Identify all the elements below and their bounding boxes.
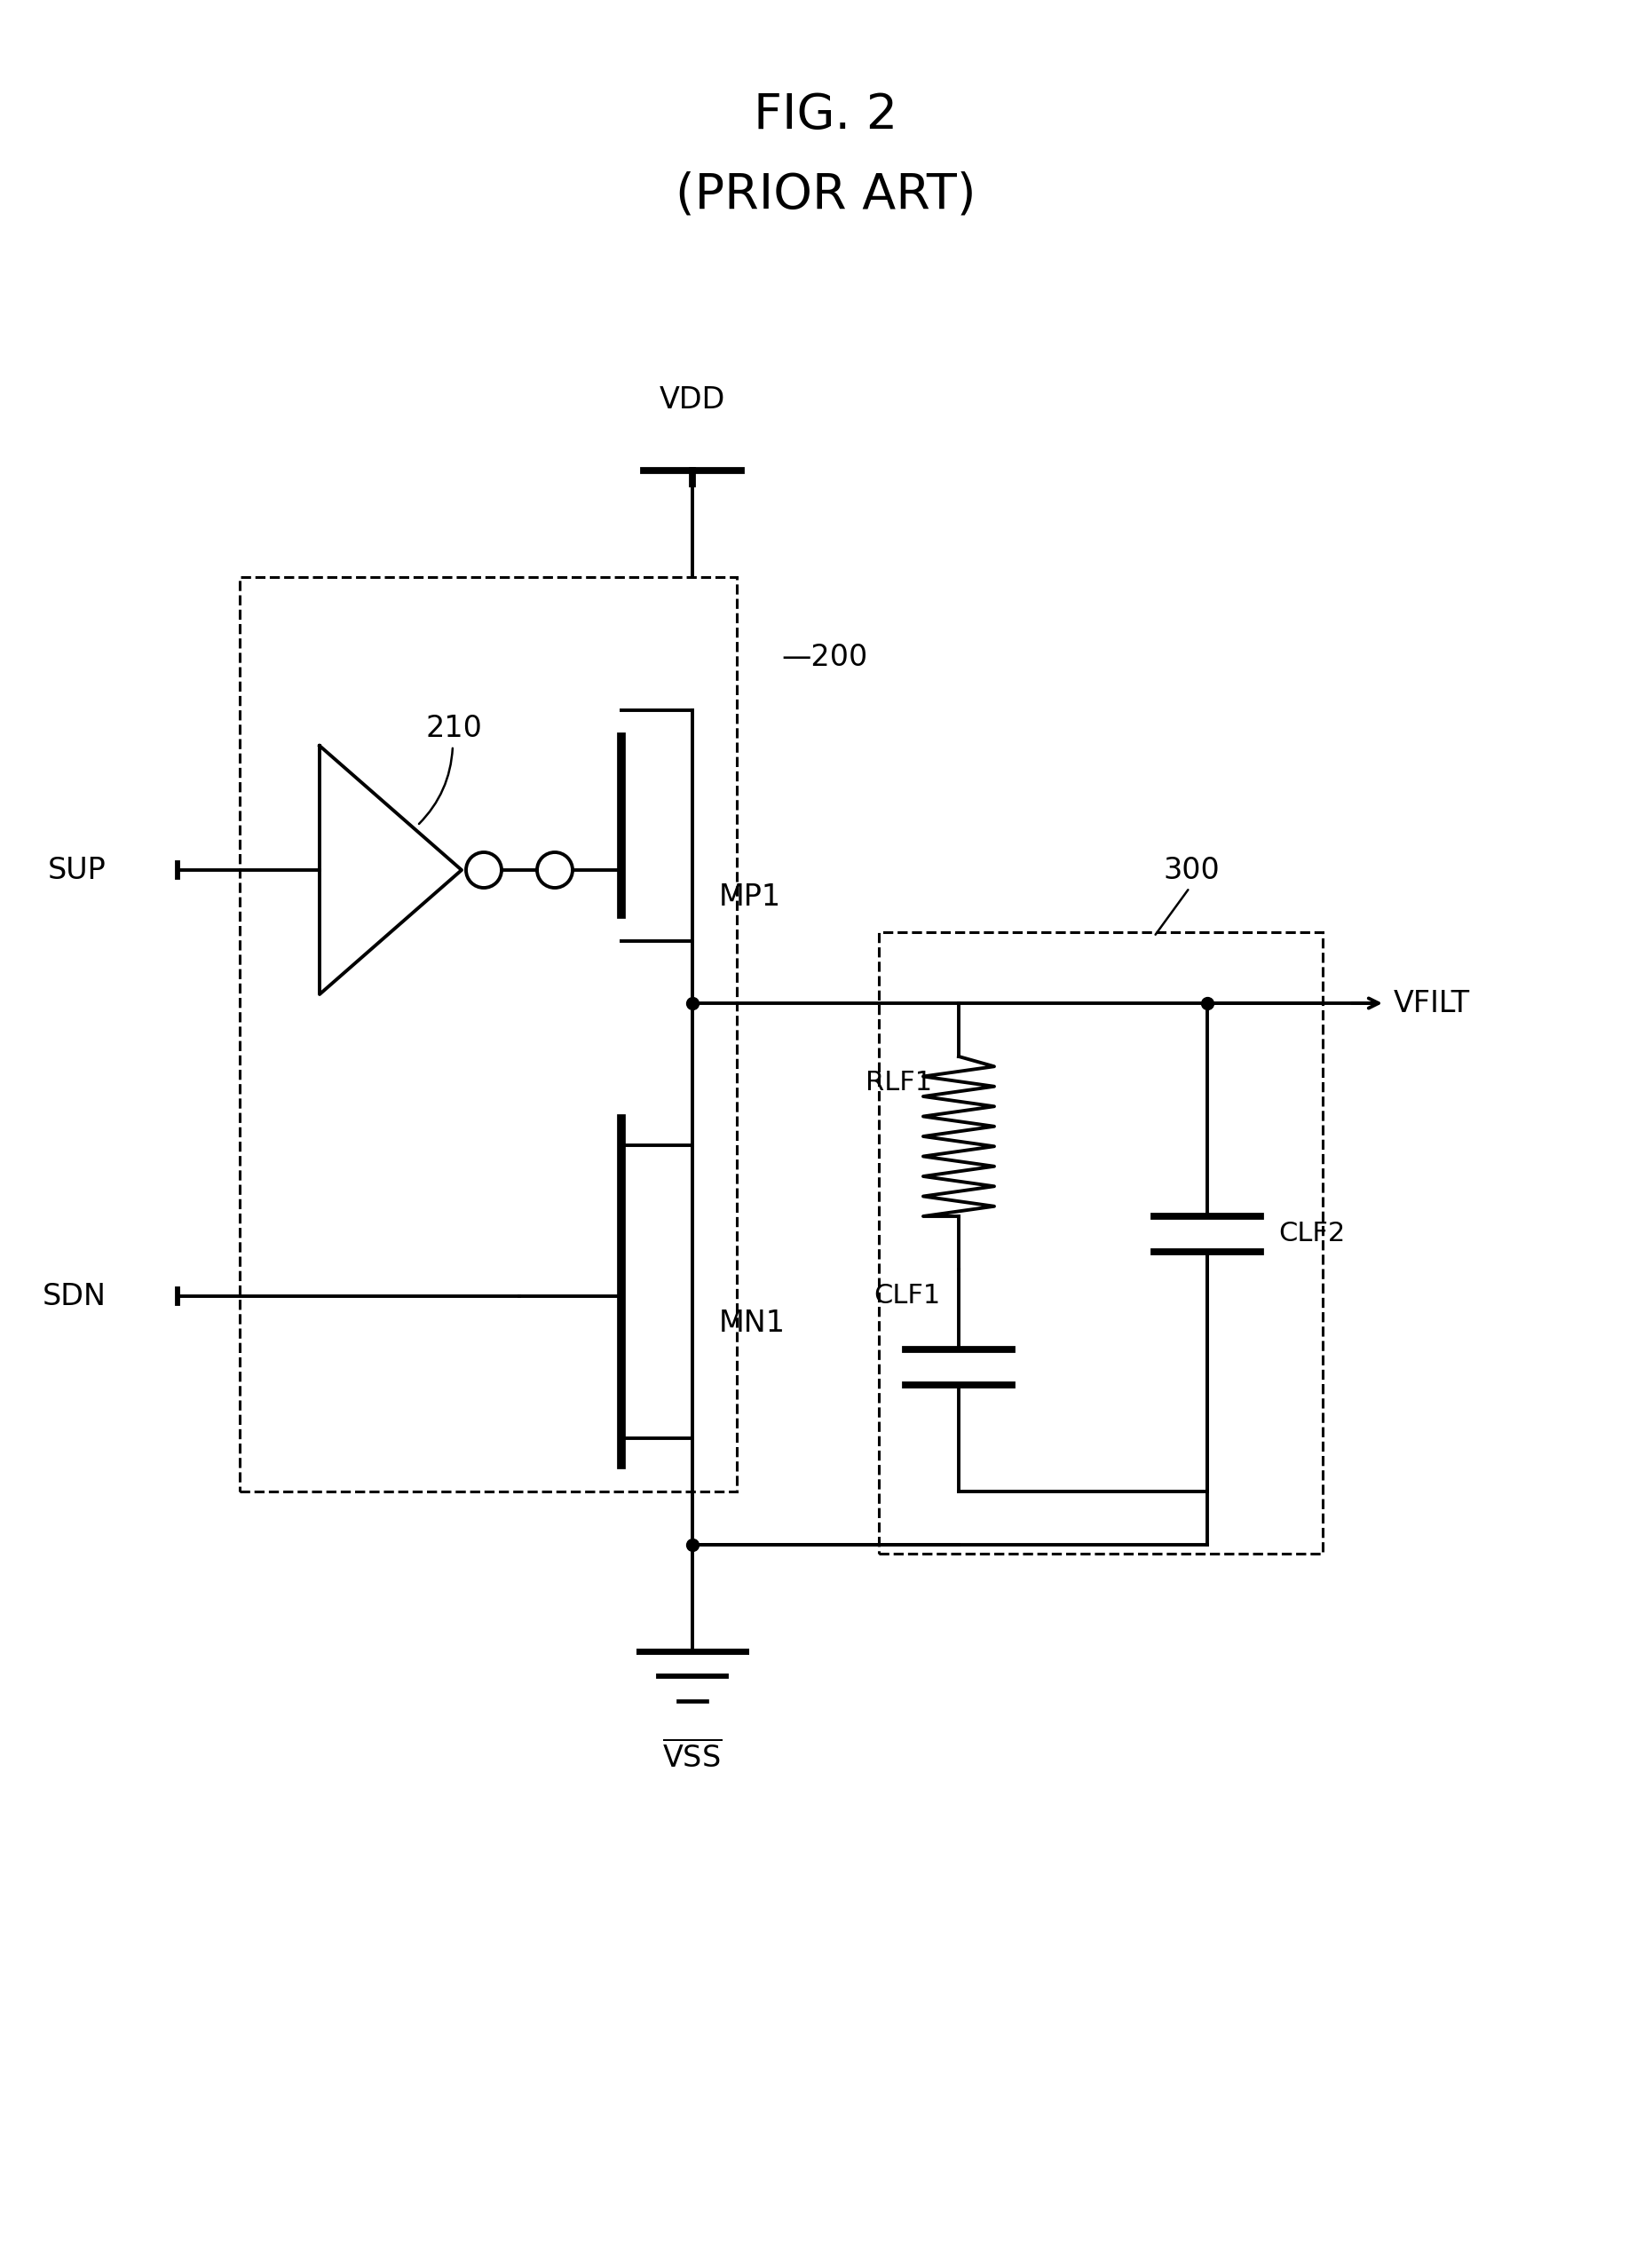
Text: MP1: MP1 [719,883,781,912]
Text: 300: 300 [1163,856,1219,885]
Bar [879,933,1323,1553]
Text: MN1: MN1 [719,1308,786,1337]
Text: 210: 210 [426,712,482,744]
Text: CLF1: CLF1 [874,1283,942,1310]
Bar [240,577,737,1492]
Text: —200: —200 [781,643,867,672]
Text: CLF2: CLF2 [1279,1220,1345,1247]
Text: VDD: VDD [659,384,725,413]
Text: SUP: SUP [48,856,106,885]
Text: FIG. 2: FIG. 2 [753,92,897,139]
Text: SDN: SDN [43,1281,106,1310]
Text: RLF1: RLF1 [866,1070,932,1097]
Text: $\overline{\mathrm{VSS}}$: $\overline{\mathrm{VSS}}$ [662,1739,722,1773]
Text: VFILT: VFILT [1394,989,1470,1018]
Text: (PRIOR ART): (PRIOR ART) [676,171,976,220]
